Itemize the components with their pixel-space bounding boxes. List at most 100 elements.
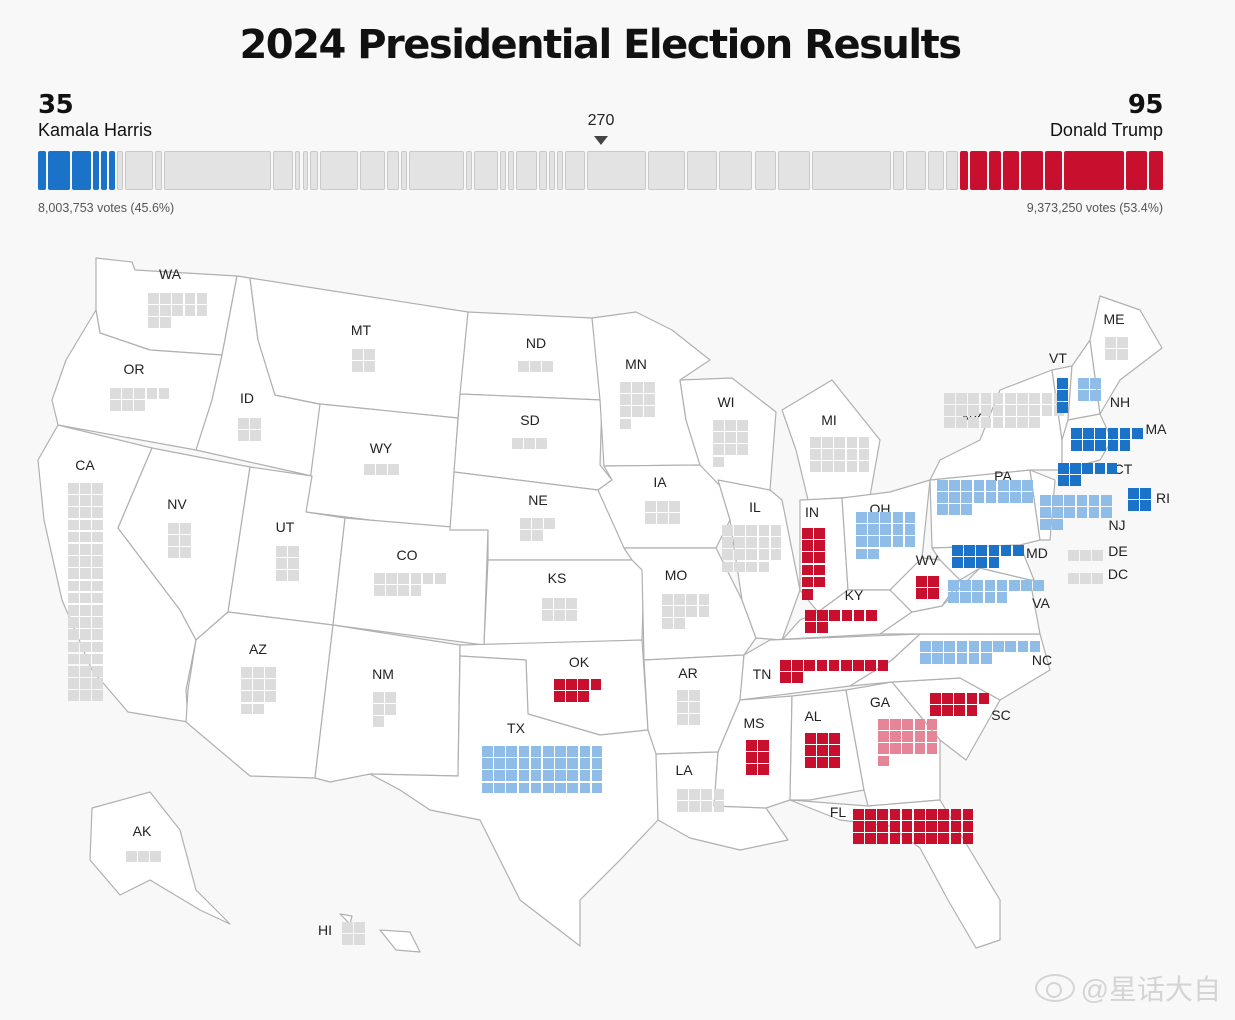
ev-tile (746, 561, 757, 573)
state-label-ct: CT (1113, 461, 1133, 477)
ev-tile (992, 393, 1004, 404)
ev-tile (902, 743, 913, 754)
ev-tile (984, 580, 996, 591)
ev-tile (1040, 507, 1051, 518)
ev-tile (398, 573, 409, 584)
ev-tile (288, 558, 299, 569)
bar-segment-none (507, 151, 514, 190)
ev-tile (853, 660, 864, 671)
ev-tile (689, 789, 700, 800)
ev-tile (80, 617, 91, 628)
ev-tile (1076, 495, 1088, 506)
bar-segment-none (557, 151, 564, 190)
ev-tile (1071, 440, 1082, 451)
ev-tile (926, 743, 938, 754)
ev-tile (1040, 495, 1051, 506)
harris-popular-votes: 8,003,753 votes (45.6%) (38, 201, 175, 215)
ev-tile (725, 420, 736, 431)
ev-tile (758, 752, 769, 763)
ev-tile (722, 549, 733, 560)
ev-tile (805, 745, 816, 756)
ev-tile (856, 524, 867, 535)
ev-tile (482, 770, 493, 781)
ev-tile (677, 702, 688, 713)
ev-tile (944, 641, 955, 652)
ev-tile (342, 922, 353, 933)
ev-tile (276, 546, 287, 557)
ev-tile (241, 691, 252, 702)
ev-tile (758, 764, 769, 775)
ev-tile (620, 382, 631, 393)
ev-tile (1076, 507, 1088, 518)
state-label-me: ME (1103, 311, 1125, 327)
ev-tile (926, 833, 937, 844)
ev-tile (591, 758, 603, 769)
ev-tile (901, 833, 913, 844)
ev-tile (92, 580, 103, 592)
ev-tile (566, 691, 577, 702)
state-label-or: OR (123, 361, 145, 377)
ev-tile (802, 552, 813, 563)
ev-tile (822, 449, 833, 460)
ev-tile (890, 719, 901, 730)
ev-tile (530, 770, 542, 781)
ev-tile (973, 480, 985, 491)
ev-tile (276, 558, 287, 569)
threshold-label: 270 (587, 112, 615, 129)
ev-tile (792, 672, 803, 683)
ev-tile (737, 420, 748, 431)
ev-tile (689, 714, 700, 725)
ev-tile (122, 400, 133, 411)
ev-tile (1005, 641, 1016, 652)
ev-tile (386, 573, 397, 584)
ev-tile (926, 731, 938, 742)
ev-tile (834, 437, 845, 448)
ev-tile (841, 610, 853, 621)
ev-tile (644, 406, 655, 417)
bar-segment-rep (1003, 151, 1019, 190)
ev-tile (972, 580, 983, 591)
ev-tile (578, 691, 589, 702)
ev-tile (868, 548, 879, 560)
ev-tile (914, 821, 925, 832)
ev-tile (422, 573, 434, 584)
ev-tile (555, 782, 566, 794)
ev-tile (1064, 507, 1075, 518)
ev-tile (518, 361, 529, 372)
ev-tile (1010, 480, 1021, 491)
ev-tile (805, 610, 816, 621)
ev-tile (1105, 349, 1116, 360)
ev-tile (814, 552, 825, 563)
ev-tile (158, 388, 170, 399)
ev-tile (80, 641, 91, 653)
ev-tile (662, 618, 673, 629)
ev-tile (352, 349, 363, 360)
ev-tile (644, 382, 655, 393)
ev-tile (962, 809, 974, 820)
bar-segment-none (124, 151, 153, 190)
state-label-ri: RI (1156, 490, 1170, 506)
ev-tile (518, 770, 530, 781)
ev-tile (92, 592, 103, 604)
ev-tile (386, 585, 397, 596)
ev-tile (265, 667, 276, 678)
ev-tile (354, 922, 365, 933)
ev-tile (961, 504, 972, 515)
ev-tile (506, 758, 517, 769)
state-label-fl: FL (829, 804, 847, 820)
ev-tile (962, 821, 974, 832)
ev-tile (1080, 550, 1091, 561)
ev-tile (722, 561, 733, 573)
ev-tile (984, 592, 996, 603)
ev-tile (68, 678, 79, 689)
ev-tile (1052, 507, 1063, 518)
ev-tile (966, 705, 978, 716)
state-label-tx: TX (507, 720, 525, 736)
ev-tile (68, 617, 79, 628)
ev-tile (555, 770, 566, 781)
ev-tile (253, 667, 264, 678)
ev-tile (802, 540, 813, 551)
ev-tile (841, 660, 852, 671)
ev-tile (518, 782, 530, 794)
ev-tile (858, 449, 870, 460)
